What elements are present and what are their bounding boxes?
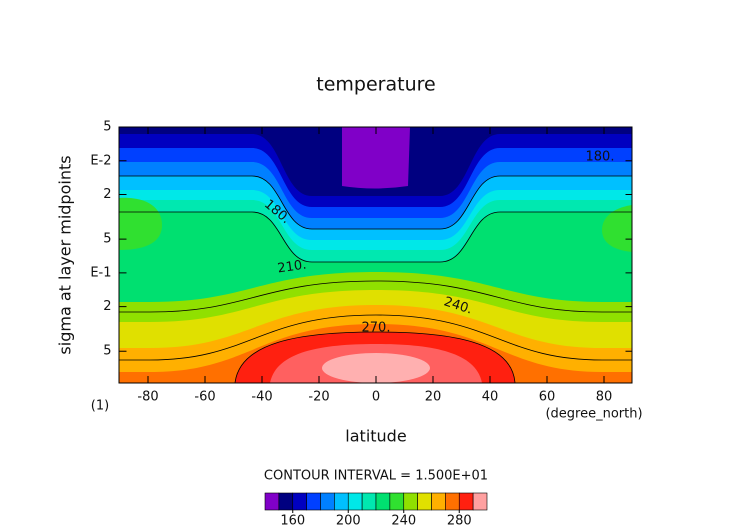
y-tick-label: 5 — [103, 232, 111, 247]
y-tick-label: 5 — [103, 344, 111, 359]
colorbar-box — [334, 492, 349, 511]
y-tick-label: 2 — [103, 187, 111, 202]
x-tick-label: -40 — [251, 390, 272, 405]
x-tick-label: 20 — [425, 390, 442, 405]
colorbar-box — [431, 492, 446, 511]
x-tick-label: 40 — [482, 390, 499, 405]
x-axis-label: latitude — [345, 427, 406, 446]
x-tick-label: 60 — [539, 390, 556, 405]
y-unit-label: (1) — [91, 399, 109, 414]
colorbar-box — [278, 492, 294, 511]
colorbar-box — [417, 492, 432, 511]
colorbar-box — [292, 492, 307, 511]
y-tick-label: E-1 — [90, 265, 111, 280]
colorbar-box — [389, 492, 405, 511]
x-tick-label: 80 — [596, 390, 613, 405]
colorbar-tick-label: 240 — [391, 514, 416, 529]
colorbar-box — [472, 492, 488, 511]
contour-label: 210. — [277, 258, 308, 277]
colorbar-box — [347, 492, 363, 511]
x-unit-label: (degree_north) — [545, 407, 642, 422]
contour-label: 270. — [362, 321, 391, 336]
colorbar-tick-label: 280 — [447, 514, 472, 529]
colorbar-box — [403, 492, 418, 511]
colorbar-box — [320, 492, 335, 511]
footnote: CONTOUR INTERVAL = 1.500E+01 — [264, 469, 488, 484]
colorbar-box — [445, 492, 460, 511]
y-tick-label: E-2 — [90, 153, 111, 168]
x-tick-label: 0 — [372, 390, 380, 405]
contour-field — [119, 127, 632, 383]
chart-title: temperature — [316, 74, 435, 96]
contour-label: 180. — [586, 150, 615, 165]
colorbar-box — [375, 492, 391, 511]
colorbar-box — [458, 492, 474, 511]
y-tick-label: 2 — [103, 299, 111, 314]
y-axis-label: sigma at layer midpoints — [56, 155, 75, 354]
y-tick-label: 5 — [103, 120, 111, 135]
colorbar-tick-label: 200 — [336, 514, 361, 529]
colorbar-box — [361, 492, 377, 511]
colorbar-box — [264, 492, 280, 511]
colorbar-box — [306, 492, 321, 511]
colorbar-tick-label: 160 — [280, 514, 305, 529]
x-tick-label: -60 — [194, 390, 215, 405]
x-tick-label: -20 — [308, 390, 329, 405]
x-tick-label: -80 — [137, 390, 158, 405]
